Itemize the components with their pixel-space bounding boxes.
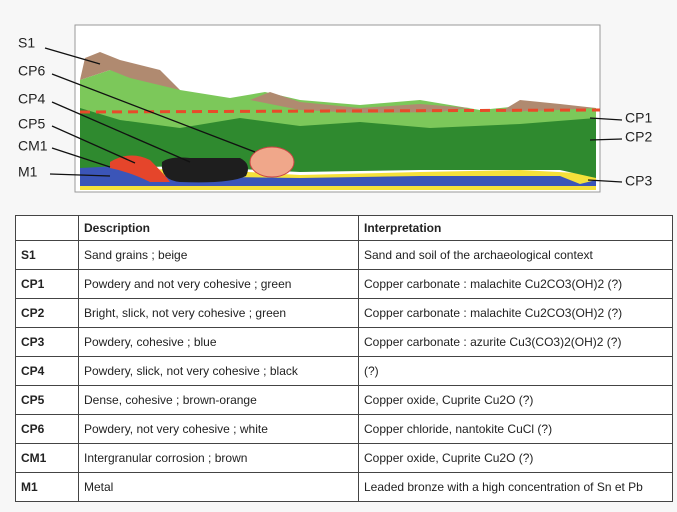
interpretation: Copper carbonate : azurite Cu3(CO3)2(OH)… [358,327,673,357]
description: Sand grains ; beige [78,240,359,270]
header-cell [15,215,79,241]
interpretation: Leaded bronze with a high concentration … [358,472,673,502]
description: Dense, cohesive ; brown-orange [78,385,359,415]
interpretation: Copper oxide, Cuprite Cu2O (?) [358,443,673,473]
layer-cp4 [161,157,248,183]
dashed-line [79,108,601,114]
layer-code: CP4 [15,356,79,386]
leader-lines [44,47,623,183]
interpretation: Copper oxide, Cuprite Cu2O (?) [358,385,673,415]
layer-code: CP2 [15,298,79,328]
header-cell: Description [78,215,359,241]
layer-label: S1 [18,35,35,51]
table-row: CP5 Dense, cohesive ; brown-orange Copper … [15,385,673,415]
interpretation: Copper carbonate : malachite Cu2CO3(OH)2… [358,298,673,328]
layer-label: M1 [18,164,38,180]
table-row: CP4 Powdery, slick, not very cohesive ; b… [15,356,673,386]
layer-label: CP6 [18,63,45,79]
description: Powdery, slick, not very cohesive ; blac… [78,356,359,386]
interpretation: Copper carbonate : malachite Cu2CO3(OH)2… [358,269,673,299]
layer-code: CM1 [15,443,79,473]
table-row: CP1 Powdery and not very cohesive ; green… [15,269,673,299]
interpretation: Copper chloride, nantokite CuCl (?) [358,414,673,444]
table-row: CP2 Bright, slick, not very cohesive ; gr… [15,298,673,328]
labels: S1 CP6 CP4 CP5 CM1 M1 CP1 CP2 CP3 [18,35,652,189]
layer-label: CP2 [625,129,652,145]
layer-label: CP5 [18,116,45,132]
description: Powdery, cohesive ; blue [78,327,359,357]
layer-code: CP1 [15,269,79,299]
layer-code: CP5 [15,385,79,415]
table-row: CM1 Intergranular corrosion ; brown Copper… [15,443,673,473]
layer-cp1 [80,70,596,128]
layer-label: CP1 [625,110,652,126]
layer-label: CP3 [625,173,652,189]
layer-code: S1 [15,240,79,270]
layer-code: CP3 [15,327,79,357]
layer-label: CM1 [18,138,48,154]
table-row: CP6 Powdery, not very cohesive ; white Cop… [15,414,673,444]
layer-table: Description Interpretation S1 Sand grains… [15,215,673,502]
description: Intergranular corrosion ; brown [78,443,359,473]
layer-s1-right [250,92,596,113]
layer-code: CP6 [15,414,79,444]
description: Powdery and not very cohesive ; green [78,269,359,299]
table-row: M1 Metal Leaded bronze with a high concent… [15,472,673,502]
figure: S1 CP6 CP4 CP5 CM1 M1 CP1 CP2 CP3 [18,24,652,193]
layer-cp6 [249,146,295,178]
layer-code: M1 [15,472,79,502]
table-row: CP3 Powdery, cohesive ; blue Copper carbon… [15,327,673,357]
layer-cp5 [110,155,170,182]
table-row: S1 Sand grains ; beige Sand and soil of th… [15,240,673,270]
header-cell: Interpretation [358,215,673,241]
description: Metal [78,472,359,502]
description: Powdery, not very cohesive ; white [78,414,359,444]
description: Bright, slick, not very cohesive ; green [78,298,359,328]
header-row: Description Interpretation [15,215,673,241]
layer-label: CP4 [18,91,45,107]
interpretation: Sand and soil of the archaeological cont… [358,240,673,270]
layer-s1 [80,52,180,90]
interpretation: (?) [358,356,673,386]
